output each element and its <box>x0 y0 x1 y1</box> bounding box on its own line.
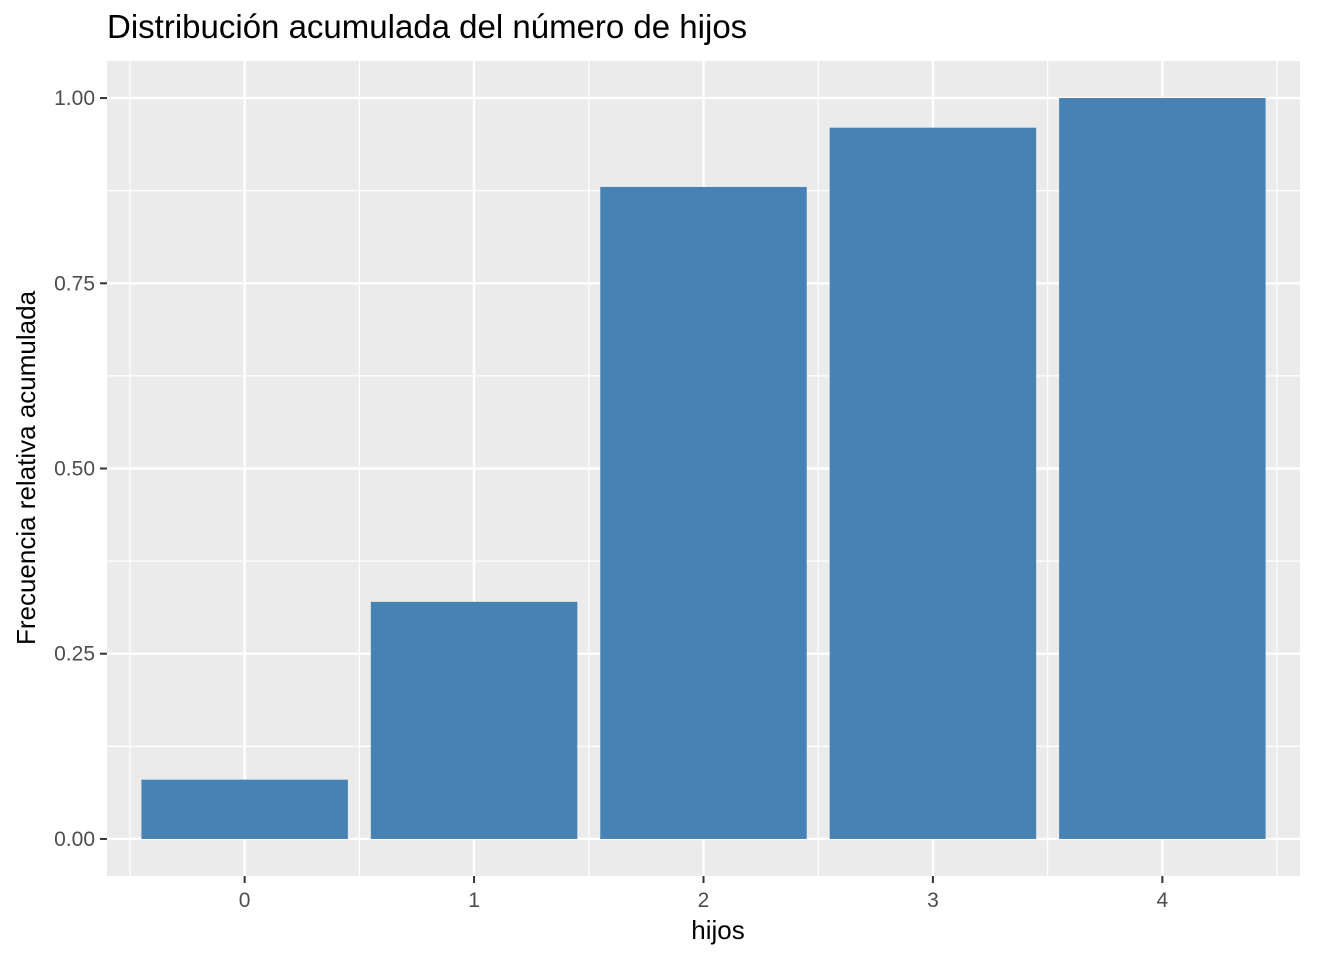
y-axis-title: Frecuencia relativa acumulada <box>11 290 41 645</box>
bar-2 <box>600 186 807 839</box>
x-tick-label: 3 <box>927 889 939 912</box>
y-tick-label: 1.00 <box>54 87 95 110</box>
bar-1 <box>370 601 578 839</box>
x-axis-title: hijos <box>691 915 744 945</box>
chart-title: Distribución acumulada del número de hij… <box>107 8 747 45</box>
x-tick-label: 4 <box>1157 889 1169 912</box>
bar-4 <box>1059 98 1266 839</box>
y-axis: 0.00 0.25 0.50 0.75 1.00 <box>54 87 107 851</box>
y-tick-label: 0.75 <box>54 272 95 295</box>
x-axis: 0 1 2 3 4 <box>239 876 1169 912</box>
y-tick-label: 0.00 <box>54 828 95 851</box>
x-tick-label: 2 <box>698 889 710 912</box>
bars <box>141 98 1266 839</box>
x-tick-label: 1 <box>468 889 480 912</box>
bar-3 <box>829 127 1037 839</box>
x-tick-label: 0 <box>239 889 251 912</box>
y-tick-label: 0.25 <box>54 643 95 666</box>
bar-0 <box>141 779 348 839</box>
y-tick-label: 0.50 <box>54 458 95 481</box>
